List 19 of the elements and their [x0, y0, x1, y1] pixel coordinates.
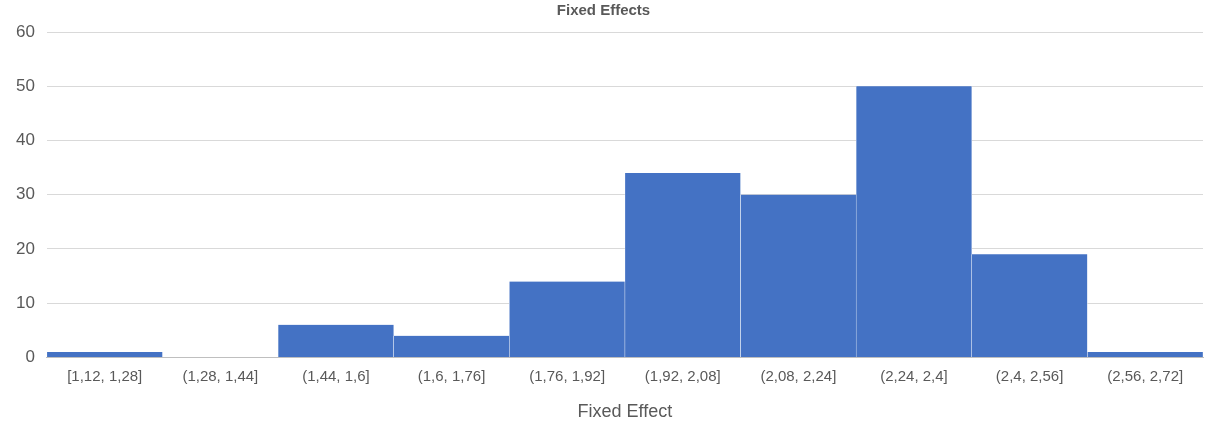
y-tick-label: 60	[15, 21, 35, 41]
x-tick-label: (2,4, 2,56]	[995, 366, 1064, 384]
x-tick-label: (2,24, 2,4]	[880, 366, 948, 384]
x-axis-title: Fixed Effect	[577, 401, 673, 422]
y-tick-label: 10	[15, 292, 35, 312]
y-tick-label: 30	[15, 184, 35, 204]
x-tick-label: (1,6, 1,76]	[417, 366, 486, 384]
chart-title: Fixed Effects	[556, 1, 651, 19]
y-tick-label: 20	[15, 238, 35, 258]
x-tick-label: (1,28, 1,44]	[182, 366, 259, 384]
x-tick-label: (2,56, 2,72]	[1107, 366, 1184, 384]
y-tick-label: 50	[15, 75, 35, 95]
x-tick-label: (2,08, 2,24]	[760, 366, 837, 384]
y-tick-label: 40	[15, 130, 35, 150]
x-tick-label: (1,44, 1,6]	[302, 366, 370, 384]
x-tick-label: (1,92, 2,08]	[644, 366, 721, 384]
x-tick-label: (1,76, 1,92]	[529, 366, 606, 384]
x-tick-label: [1,12, 1,28]	[67, 366, 143, 384]
y-tick-label: 0	[25, 347, 35, 367]
